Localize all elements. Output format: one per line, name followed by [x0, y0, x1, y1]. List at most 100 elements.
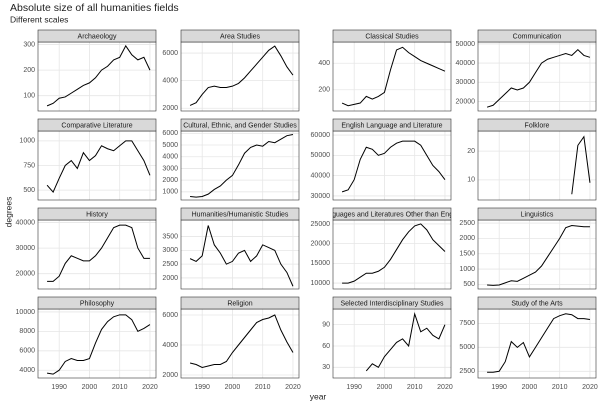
- panel: [478, 42, 596, 111]
- strip-group: Languages and Literatures Other than Eng…: [320, 211, 463, 218]
- y-tick-label: 400: [318, 60, 330, 67]
- panel-title: Selected Interdisciplinary Studies: [340, 300, 444, 307]
- panel: [333, 131, 451, 200]
- data-line: [189, 45, 294, 106]
- panel-background: [181, 220, 299, 289]
- panel: [181, 220, 299, 289]
- panel: [181, 131, 299, 200]
- x-tick-label: 2000: [522, 384, 538, 391]
- strip: [180, 29, 300, 43]
- data-line: [46, 44, 151, 107]
- strip: [180, 296, 300, 310]
- y-tick-label: 2000: [162, 275, 178, 282]
- y-tick-label: 40000: [311, 172, 331, 179]
- data-line: [571, 135, 591, 195]
- y-tick-label: 20000: [456, 98, 476, 105]
- strip: [37, 118, 157, 132]
- data-line: [342, 223, 446, 284]
- y-tick-label: 500: [463, 281, 475, 288]
- y-tick-label: 750: [23, 162, 35, 169]
- strip: [37, 29, 157, 43]
- panel-title: Religion: [227, 300, 252, 307]
- x-tick-label: 2010: [255, 384, 271, 391]
- panel-background: [38, 309, 156, 378]
- y-tick-label: 20: [467, 148, 475, 155]
- strip-group: English Language and Literature: [341, 122, 442, 129]
- y-tick-label: 40000: [456, 60, 476, 67]
- data-line: [341, 140, 446, 193]
- y-tick-label: 20000: [311, 241, 331, 248]
- panel-title: Humanities/Humanistic Studies: [192, 211, 289, 218]
- panel-title: Area Studies: [220, 33, 261, 40]
- panel-background: [181, 42, 299, 111]
- y-tick-label: 3000: [162, 165, 178, 172]
- y-tick-label: 2500: [459, 368, 475, 375]
- y-tick-label: 10: [467, 177, 475, 184]
- chart-title: Absolute size of all humanities fields: [10, 2, 179, 14]
- panel-background: [478, 309, 596, 378]
- panel: [478, 131, 596, 200]
- strip: [477, 29, 597, 43]
- y-tick-label: 30: [322, 364, 330, 371]
- x-tick-label: 2020: [285, 384, 301, 391]
- x-tick-label: 2000: [82, 384, 98, 391]
- y-tick-label: 3500: [162, 233, 178, 240]
- panel-background: [333, 309, 451, 378]
- y-tick-label: 7500: [459, 320, 475, 327]
- panel: [333, 42, 451, 111]
- panel-background: [181, 131, 299, 200]
- x-tick-label: 2010: [552, 384, 568, 391]
- strip: [332, 118, 452, 132]
- strip: [180, 118, 300, 132]
- y-tick-label: 500: [23, 187, 35, 194]
- panel-title: Comparative Literature: [61, 122, 132, 129]
- strip-group: Study of the Arts: [511, 300, 563, 307]
- y-tick-label: 3000: [162, 247, 178, 254]
- data-line: [365, 312, 446, 372]
- panel: [38, 309, 156, 378]
- strip-group: Classical Studies: [365, 33, 419, 40]
- y-tick-label: 60: [322, 343, 330, 350]
- panel-background: [333, 131, 451, 200]
- data-line: [189, 314, 294, 369]
- panel-title: History: [86, 211, 108, 218]
- x-tick-label: 2010: [112, 384, 128, 391]
- y-tick-label: 5000: [162, 142, 178, 149]
- panel: [181, 42, 299, 111]
- x-tick-label: 2000: [225, 384, 241, 391]
- y-tick-label: 1500: [459, 251, 475, 258]
- y-tick-label: 2000: [162, 177, 178, 184]
- data-line: [189, 225, 294, 287]
- panel: [38, 42, 156, 111]
- data-line: [487, 313, 591, 373]
- panel-title: Languages and Literatures Other than Eng…: [320, 211, 463, 218]
- y-tick-label: 60000: [311, 132, 331, 139]
- data-line: [487, 225, 590, 286]
- y-tick-label: 25000: [311, 221, 331, 228]
- panel-background: [478, 131, 596, 200]
- y-tick-label: 4000: [162, 77, 178, 84]
- panel-title: English Language and Literature: [341, 122, 442, 129]
- data-line: [190, 134, 294, 198]
- panel-title: Study of the Arts: [511, 300, 563, 307]
- x-axis-label: year: [310, 391, 327, 401]
- y-tick-label: 1000: [162, 189, 178, 196]
- strip-group: History: [86, 211, 108, 218]
- x-tick-label: 2020: [142, 384, 158, 391]
- x-tick-label: 1990: [51, 384, 67, 391]
- panel: [38, 220, 156, 289]
- strip-group: Selected Interdisciplinary Studies: [340, 300, 444, 307]
- panel-title: Classical Studies: [365, 33, 419, 40]
- x-tick-label: 2020: [582, 384, 598, 391]
- y-tick-label: 90: [322, 321, 330, 328]
- strip-group: Archaeology: [78, 33, 117, 40]
- y-tick-label: 2500: [459, 220, 475, 227]
- strip-group: Cultural, Ethnic, and Gender Studies: [183, 122, 297, 129]
- y-tick-label: 4000: [19, 367, 35, 374]
- data-line: [341, 46, 446, 107]
- strip: [37, 207, 157, 221]
- y-tick-label: 50000: [311, 152, 331, 159]
- y-tick-label: 15000: [311, 260, 331, 267]
- x-tick-label: 2000: [377, 384, 393, 391]
- strip-group: Area Studies: [220, 33, 261, 40]
